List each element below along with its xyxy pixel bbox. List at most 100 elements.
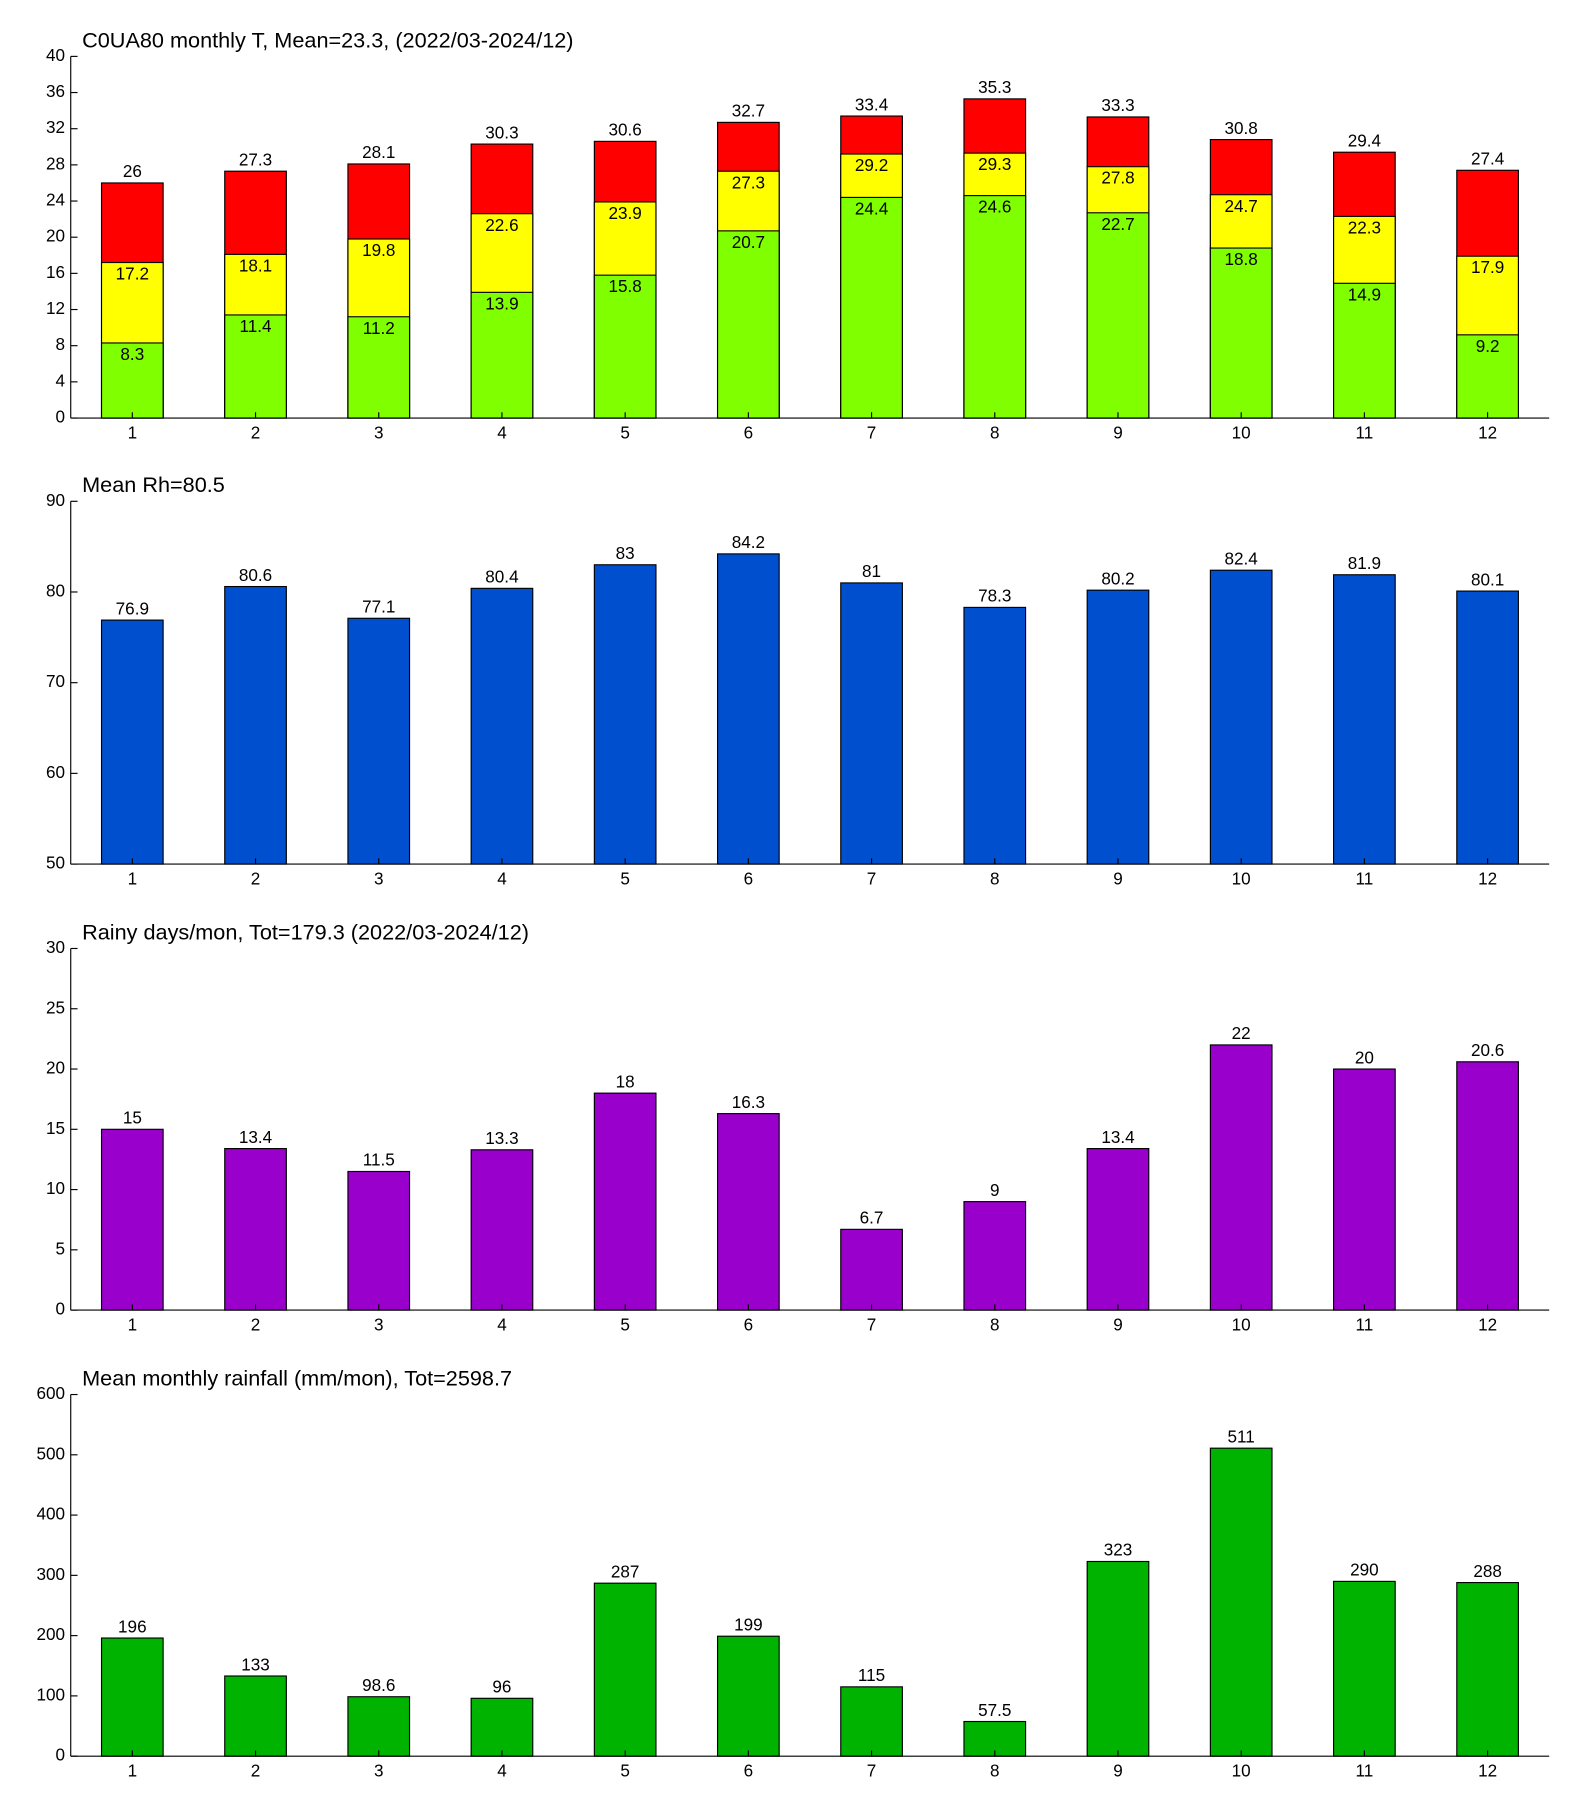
bar — [100, 619, 164, 865]
x-tick-label: 12 — [1478, 870, 1497, 889]
y-tick-label: 90 — [46, 491, 65, 510]
value-label: 80.1 — [1471, 570, 1504, 589]
y-tick-label: 30 — [46, 938, 65, 957]
value-label: 29.3 — [978, 155, 1011, 174]
bar — [347, 1170, 411, 1311]
x-tick-label: 9 — [1113, 424, 1123, 443]
x-tick-label: 6 — [744, 870, 754, 889]
bar — [1086, 1148, 1150, 1311]
value-label: 30.8 — [1225, 119, 1258, 138]
x-tick-label: 6 — [744, 424, 754, 443]
value-label: 28.1 — [362, 143, 395, 162]
bar — [963, 1201, 1027, 1311]
value-label: 81 — [862, 562, 881, 581]
value-label: 287 — [611, 1562, 640, 1581]
value-label: 26 — [123, 162, 142, 181]
x-tick-label: 12 — [1478, 1762, 1497, 1781]
y-tick-label: 60 — [46, 763, 65, 782]
value-label: 14.9 — [1348, 285, 1381, 304]
value-label: 35.3 — [978, 78, 1011, 97]
x-tick-label: 10 — [1232, 870, 1251, 889]
value-label: 20 — [1355, 1048, 1374, 1067]
bar — [1333, 1580, 1396, 1757]
x-tick-label: 1 — [128, 1762, 138, 1781]
value-label: 22 — [1232, 1024, 1251, 1043]
x-tick-label: 9 — [1113, 1316, 1123, 1335]
value-label: 24.7 — [1225, 197, 1258, 216]
value-label: 13.9 — [485, 294, 518, 313]
value-label: 9 — [990, 1181, 1000, 1200]
y-tick-label: 20 — [46, 1059, 65, 1078]
bar — [1209, 1447, 1273, 1757]
value-label: 83 — [616, 544, 635, 563]
y-tick-label: 4 — [56, 371, 66, 390]
chart-title: Rainy days/mon, Tot=179.3 (2022/03-2024/… — [82, 919, 529, 944]
value-label: 19.8 — [362, 241, 395, 260]
x-tick-label: 12 — [1478, 1316, 1497, 1335]
value-label: 15 — [123, 1109, 142, 1128]
bar — [1209, 569, 1273, 865]
y-tick-label: 80 — [46, 582, 65, 601]
x-tick-label: 10 — [1232, 424, 1251, 443]
bar — [716, 1113, 780, 1311]
bar — [1333, 1068, 1396, 1311]
bar — [100, 1637, 164, 1757]
y-tick-label: 12 — [46, 299, 65, 318]
value-label: 288 — [1473, 1562, 1502, 1581]
chart-title: Mean Rh=80.5 — [82, 472, 225, 497]
bar — [593, 274, 657, 419]
value-label: 323 — [1104, 1541, 1133, 1560]
bar — [1333, 574, 1396, 865]
value-label: 30.3 — [485, 123, 518, 142]
bar — [1086, 1560, 1150, 1757]
y-tick-label: 50 — [46, 854, 65, 873]
bar — [963, 195, 1027, 419]
value-label: 24.4 — [855, 199, 889, 218]
bar — [347, 316, 411, 419]
chart-title: Mean monthly rainfall (mm/mon), Tot=2598… — [82, 1365, 512, 1390]
x-tick-label: 5 — [620, 870, 630, 889]
x-tick-label: 1 — [128, 1316, 138, 1335]
x-tick-label: 2 — [251, 1762, 261, 1781]
x-tick-label: 1 — [128, 870, 138, 889]
value-label: 18.8 — [1225, 250, 1258, 269]
value-label: 22.7 — [1101, 215, 1134, 234]
value-label: 6.7 — [860, 1209, 884, 1228]
bar — [1086, 212, 1150, 419]
x-tick-label: 7 — [867, 424, 877, 443]
y-tick-label: 400 — [36, 1505, 65, 1524]
x-tick-label: 8 — [990, 424, 1000, 443]
y-tick-label: 25 — [46, 998, 65, 1017]
x-tick-label: 3 — [374, 1316, 384, 1335]
value-label: 20.6 — [1471, 1041, 1504, 1060]
value-label: 17.2 — [116, 265, 149, 284]
value-label: 22.3 — [1348, 218, 1381, 237]
value-label: 33.4 — [855, 95, 889, 114]
value-label: 84.2 — [732, 533, 765, 552]
bar — [347, 1696, 411, 1757]
value-label: 76.9 — [116, 599, 149, 618]
value-label: 33.3 — [1101, 96, 1134, 115]
y-tick-label: 0 — [56, 1300, 66, 1319]
bar — [1333, 282, 1396, 419]
bar — [716, 1635, 780, 1757]
bar — [470, 1149, 534, 1311]
x-tick-label: 2 — [251, 870, 261, 889]
value-label: 511 — [1228, 1427, 1255, 1446]
value-label: 13.3 — [485, 1129, 518, 1148]
y-tick-label: 600 — [36, 1384, 65, 1403]
value-label: 81.9 — [1348, 554, 1381, 573]
value-label: 16.3 — [732, 1093, 765, 1112]
value-label: 11.4 — [240, 317, 273, 336]
x-tick-label: 2 — [251, 1316, 261, 1335]
x-tick-label: 11 — [1356, 1762, 1374, 1781]
value-label: 29.2 — [855, 156, 888, 175]
x-tick-label: 8 — [990, 870, 1000, 889]
bar — [470, 291, 534, 419]
y-tick-label: 24 — [46, 191, 66, 210]
bar — [1086, 589, 1150, 865]
y-tick-label: 500 — [36, 1444, 65, 1463]
y-tick-label: 10 — [46, 1179, 65, 1198]
value-label: 27.3 — [239, 150, 272, 169]
